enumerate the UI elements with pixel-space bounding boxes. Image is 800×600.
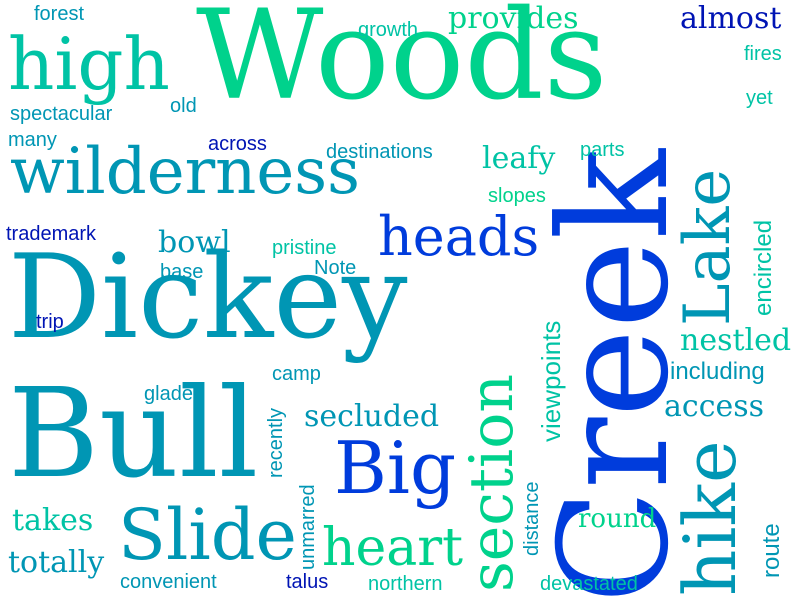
word-heads: heads [378, 205, 540, 268]
word-encircled: encircled [750, 219, 777, 316]
word-takes: takes [12, 503, 94, 538]
word-distance: distance [521, 481, 543, 557]
word-glades: glades [144, 383, 203, 405]
word-including: including [670, 358, 765, 385]
word-access: access [664, 389, 765, 424]
word-forest: forest [34, 3, 85, 25]
word-trip: trip [36, 311, 64, 333]
word-section: section [457, 374, 527, 592]
word-across: across [208, 133, 267, 155]
word-spectacular: spectacular [10, 103, 113, 125]
word-dickey: Dickey [8, 230, 408, 365]
word-pristine: pristine [272, 237, 337, 259]
word-destinations: destinations [326, 141, 433, 163]
word-provides: provides [448, 1, 579, 36]
word-old: old [170, 95, 197, 117]
word-woods: Woods [196, 0, 608, 128]
word-leafy: leafy [482, 141, 556, 176]
word-slide: Slide [118, 494, 297, 576]
word-many: many [8, 129, 57, 151]
word-viewpoints: viewpoints [536, 320, 566, 442]
word-convenient: convenient [120, 571, 217, 593]
word-high: high [8, 22, 170, 106]
word-almost: almost [680, 1, 782, 36]
word-lake: Lake [671, 168, 745, 326]
word-parts: parts [580, 139, 625, 161]
word-heart: heart [322, 518, 464, 578]
word-unmarred: unmarred [297, 484, 319, 570]
word-secluded: secluded [304, 399, 440, 434]
word-recently: recently [265, 407, 287, 478]
word-hike: hike [668, 440, 752, 596]
word-devastated: devastated [540, 573, 638, 595]
word-slopes: slopes [488, 185, 546, 207]
word-wilderness: wilderness [10, 135, 360, 209]
word-round: round [578, 504, 657, 534]
word-talus: talus [286, 571, 329, 593]
word-camp: camp [272, 363, 321, 385]
word-northern: northern [368, 573, 443, 595]
word-growth: growth [358, 19, 419, 41]
word-fires: fires [744, 43, 782, 65]
word-trademark: trademark [6, 223, 97, 245]
word-bowl: bowl [158, 225, 231, 260]
word-bull: Bull [8, 362, 259, 506]
word-base: base [160, 261, 204, 283]
word-nestled: nestled [680, 323, 792, 358]
word-totally: totally [8, 545, 105, 580]
word-big: Big [334, 426, 457, 510]
word-yet: yet [746, 87, 773, 109]
word-route: route [758, 523, 785, 578]
word-note: Note [314, 257, 357, 279]
